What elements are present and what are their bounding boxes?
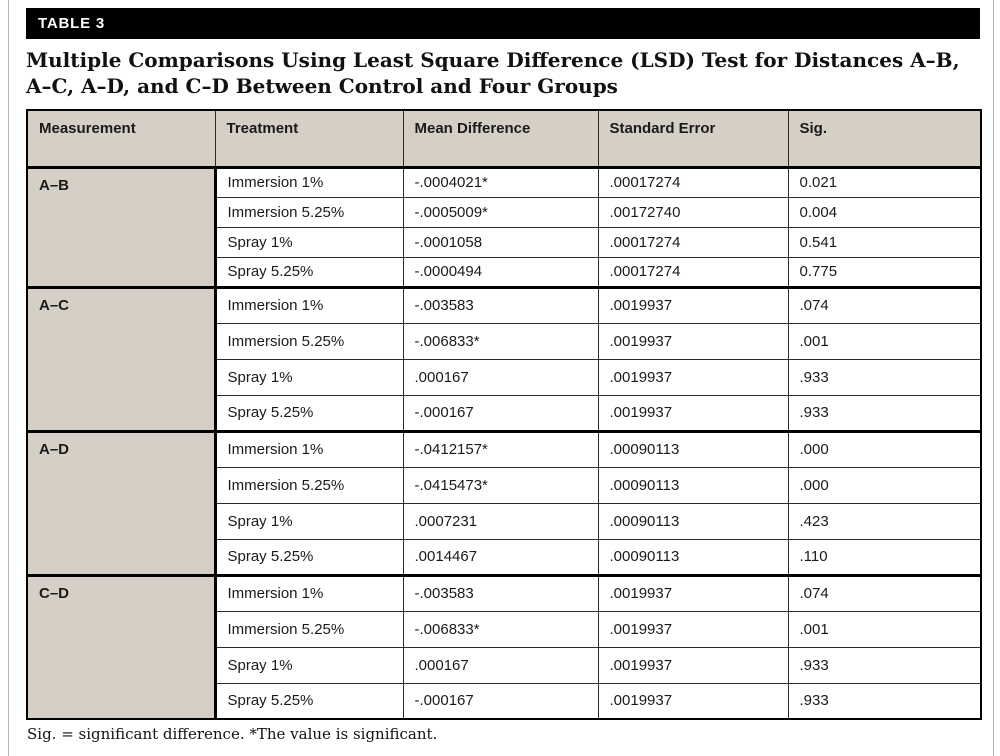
- measurement-cell: C–D: [26, 573, 217, 720]
- mean-difference-cell: -.000167: [402, 394, 599, 432]
- table-row: Spray 5.25% -.0000494 .00017274 0.775: [27, 256, 982, 288]
- table-row: Spray 1% .0007231 .00090113 .423: [27, 502, 982, 540]
- mean-difference-cell: -.0001058: [402, 226, 599, 258]
- sig-cell: 0.541: [787, 226, 982, 258]
- table-row: Spray 5.25% .0014467 .00090113 .110: [27, 538, 982, 576]
- standard-error-cell: .00017274: [597, 256, 789, 288]
- mean-difference-cell: -.006833*: [402, 610, 599, 648]
- sig-cell: .074: [787, 573, 982, 612]
- treatment-cell: Immersion 5.25%: [214, 196, 404, 228]
- mean-difference-cell: -.0004021*: [402, 165, 599, 198]
- table-row: Spray 5.25% -.000167 .0019937 .933: [27, 682, 982, 720]
- sig-cell: .001: [787, 322, 982, 360]
- mean-difference-cell: .000167: [402, 646, 599, 684]
- standard-error-cell: .00090113: [597, 502, 789, 540]
- table-figure: TABLE 3 Multiple Comparisons Using Least…: [26, 8, 982, 744]
- mean-difference-cell: -.003583: [402, 573, 599, 612]
- standard-error-cell: .00090113: [597, 538, 789, 576]
- treatment-cell: Immersion 1%: [214, 285, 404, 324]
- table-row: A–D Immersion 1% -.0412157* .00090113 .0…: [26, 429, 982, 576]
- lsd-comparisons-table: Measurement Treatment Mean Difference St…: [26, 109, 982, 721]
- column-header-mean-difference: Mean Difference: [402, 109, 599, 169]
- standard-error-cell: .0019937: [597, 573, 789, 612]
- page-column-rule-right: [993, 0, 994, 756]
- table-number-label: TABLE 3: [38, 15, 105, 32]
- mean-difference-cell: -.0000494: [402, 256, 599, 288]
- treatment-cell: Spray 1%: [214, 358, 404, 396]
- sig-cell: 0.004: [787, 196, 982, 228]
- mean-difference-cell: .0007231: [402, 502, 599, 540]
- treatment-cell: Immersion 5.25%: [214, 322, 404, 360]
- measurement-cell: A–C: [26, 285, 217, 432]
- column-header-measurement: Measurement: [26, 109, 216, 169]
- treatment-cell: Spray 1%: [214, 502, 404, 540]
- treatment-cell: Spray 5.25%: [214, 256, 404, 288]
- table-number-banner: TABLE 3: [26, 8, 980, 39]
- standard-error-cell: .0019937: [597, 322, 789, 360]
- sig-cell: .933: [787, 646, 982, 684]
- mean-difference-cell: -.0412157*: [402, 429, 599, 468]
- treatment-cell: Immersion 5.25%: [214, 610, 404, 648]
- mean-difference-cell: .000167: [402, 358, 599, 396]
- sig-cell: .933: [787, 358, 982, 396]
- table-row: Immersion 5.25% -.006833* .0019937 .001: [27, 322, 982, 360]
- sig-cell: .074: [787, 285, 982, 324]
- standard-error-cell: .0019937: [597, 610, 789, 648]
- table-row: Immersion 5.25% -.006833* .0019937 .001: [27, 610, 982, 648]
- table-row: Spray 5.25% -.000167 .0019937 .933: [27, 394, 982, 432]
- standard-error-cell: .00090113: [597, 466, 789, 504]
- treatment-cell: Spray 5.25%: [214, 682, 404, 720]
- standard-error-cell: .0019937: [597, 682, 789, 720]
- table-row: A–C Immersion 1% -.003583 .0019937 .074: [26, 285, 982, 432]
- treatment-cell: Spray 1%: [214, 646, 404, 684]
- page-column-rule-left: [8, 0, 9, 756]
- mean-difference-cell: -.0415473*: [402, 466, 599, 504]
- treatment-cell: Spray 5.25%: [214, 538, 404, 576]
- standard-error-cell: .00017274: [597, 226, 789, 258]
- treatment-cell: Immersion 5.25%: [214, 466, 404, 504]
- standard-error-cell: .0019937: [597, 285, 789, 324]
- table-footnote: Sig. = significant difference. *The valu…: [27, 725, 438, 744]
- mean-difference-cell: -.006833*: [402, 322, 599, 360]
- column-header-sig: Sig.: [787, 109, 982, 169]
- table-row: A–B Immersion 1% -.0004021* .00017274 0.…: [26, 165, 982, 288]
- mean-difference-cell: -.0005009*: [402, 196, 599, 228]
- sig-cell: .933: [787, 394, 982, 432]
- sig-cell: .423: [787, 502, 982, 540]
- mean-difference-cell: .0014467: [402, 538, 599, 576]
- treatment-cell: Immersion 1%: [214, 573, 404, 612]
- standard-error-cell: .0019937: [597, 394, 789, 432]
- sig-cell: .001: [787, 610, 982, 648]
- sig-cell: .000: [787, 429, 982, 468]
- sig-cell: 0.021: [787, 165, 982, 198]
- standard-error-cell: .0019937: [597, 358, 789, 396]
- standard-error-cell: .00017274: [597, 165, 789, 198]
- column-header-standard-error: Standard Error: [597, 109, 789, 169]
- treatment-cell: Immersion 1%: [214, 429, 404, 468]
- mean-difference-cell: -.000167: [402, 682, 599, 720]
- sig-cell: 0.775: [787, 256, 982, 288]
- table-header-row: Measurement Treatment Mean Difference St…: [26, 109, 982, 169]
- column-header-treatment: Treatment: [214, 109, 404, 169]
- sig-cell: .000: [787, 466, 982, 504]
- standard-error-cell: .00090113: [597, 429, 789, 468]
- standard-error-cell: .0019937: [597, 646, 789, 684]
- treatment-cell: Immersion 1%: [214, 165, 404, 198]
- table-row: Spray 1% .000167 .0019937 .933: [27, 358, 982, 396]
- treatment-cell: Spray 5.25%: [214, 394, 404, 432]
- treatment-cell: Spray 1%: [214, 226, 404, 258]
- measurement-cell: A–B: [26, 165, 217, 288]
- sig-cell: .110: [787, 538, 982, 576]
- table-row: C–D Immersion 1% -.003583 .0019937 .074: [26, 573, 982, 720]
- standard-error-cell: .00172740: [597, 196, 789, 228]
- measurement-cell: A–D: [26, 429, 217, 576]
- table-title: Multiple Comparisons Using Least Square …: [26, 48, 960, 98]
- table-row: Immersion 5.25% -.0415473* .00090113 .00…: [27, 466, 982, 504]
- table-row: Immersion 5.25% -.0005009* .00172740 0.0…: [27, 196, 982, 228]
- mean-difference-cell: -.003583: [402, 285, 599, 324]
- sig-cell: .933: [787, 682, 982, 720]
- table-row: Spray 1% -.0001058 .00017274 0.541: [27, 226, 982, 258]
